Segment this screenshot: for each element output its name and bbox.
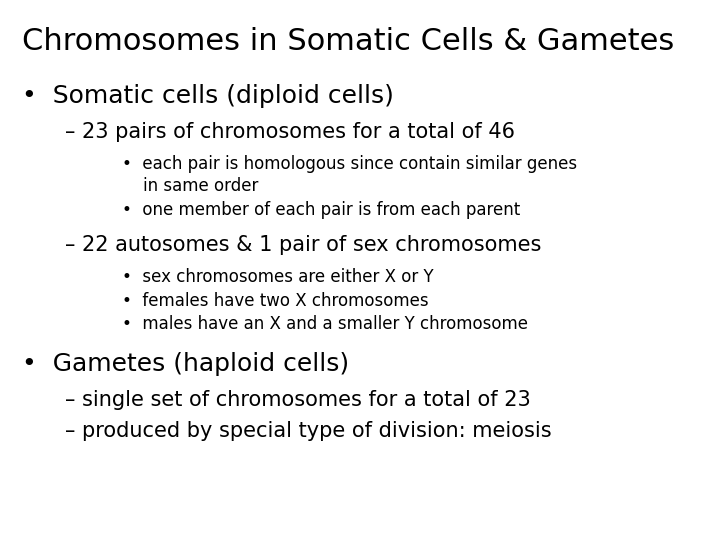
- Text: •  Somatic cells (diploid cells): • Somatic cells (diploid cells): [22, 84, 393, 107]
- Text: – single set of chromosomes for a total of 23: – single set of chromosomes for a total …: [65, 390, 531, 410]
- Text: •  sex chromosomes are either X or Y: • sex chromosomes are either X or Y: [122, 268, 434, 286]
- Text: – produced by special type of division: meiosis: – produced by special type of division: …: [65, 421, 552, 441]
- Text: •  females have two X chromosomes: • females have two X chromosomes: [122, 292, 429, 309]
- Text: Chromosomes in Somatic Cells & Gametes: Chromosomes in Somatic Cells & Gametes: [22, 27, 674, 56]
- Text: – 22 autosomes & 1 pair of sex chromosomes: – 22 autosomes & 1 pair of sex chromosom…: [65, 235, 541, 255]
- Text: •  Gametes (haploid cells): • Gametes (haploid cells): [22, 352, 348, 376]
- Text: in same order: in same order: [122, 177, 258, 194]
- Text: •  males have an X and a smaller Y chromosome: • males have an X and a smaller Y chromo…: [122, 315, 528, 333]
- Text: – 23 pairs of chromosomes for a total of 46: – 23 pairs of chromosomes for a total of…: [65, 122, 515, 141]
- Text: •  each pair is homologous since contain similar genes: • each pair is homologous since contain …: [122, 155, 577, 173]
- Text: •  one member of each pair is from each parent: • one member of each pair is from each p…: [122, 201, 521, 219]
